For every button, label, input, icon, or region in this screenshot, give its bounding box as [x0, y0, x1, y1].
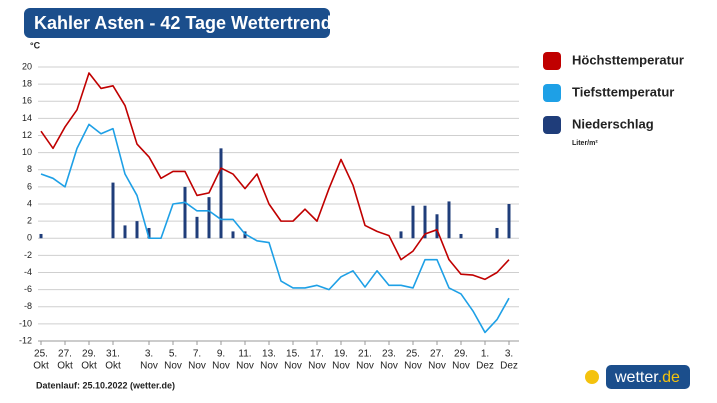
legend-label: Niederschlag — [572, 116, 654, 131]
x-tick-month: Dez — [476, 361, 494, 372]
x-tick-month: Okt — [33, 361, 49, 372]
x-tick-month: Nov — [212, 361, 230, 372]
precip-bar — [147, 227, 151, 239]
chart-title: Kahler Asten - 42 Tage Wettertrend — [34, 13, 332, 33]
precip-bar — [207, 197, 211, 239]
y-tick-label: -4 — [24, 267, 32, 277]
x-tick-month: Nov — [188, 361, 206, 372]
precip-bar — [111, 182, 115, 239]
precip-bar — [231, 231, 235, 239]
x-tick-label: 1. — [481, 349, 489, 360]
x-tick-month: Nov — [356, 361, 374, 372]
x-tick-month: Okt — [81, 361, 97, 372]
y-tick-label: 18 — [22, 79, 32, 89]
x-tick-month: Nov — [308, 361, 326, 372]
legend-label: Tiefsttemperatur — [572, 84, 674, 99]
y-tick-label: 12 — [22, 130, 32, 140]
x-tick-label: 25. — [406, 349, 420, 360]
y-tick-label: 20 — [22, 61, 32, 71]
legend-swatch — [543, 52, 561, 70]
legend-label: Höchsttemperatur — [572, 52, 684, 67]
x-tick-month: Nov — [140, 361, 158, 372]
y-tick-label: -8 — [24, 301, 32, 311]
x-tick-month: Nov — [404, 361, 422, 372]
logo-name: wetter.de — [614, 369, 680, 386]
y-tick-label: -2 — [24, 250, 32, 260]
x-tick-month: Okt — [57, 361, 73, 372]
logo-box — [606, 365, 690, 389]
precip-bar — [39, 233, 43, 239]
precip-bar — [435, 214, 439, 239]
y-tick-label: 2 — [27, 216, 32, 226]
y-tick-label: 6 — [27, 181, 32, 191]
precip-bar — [195, 216, 199, 239]
x-tick-month: Nov — [452, 361, 470, 372]
x-tick-label: 31. — [106, 349, 120, 360]
x-tick-month: Dez — [500, 361, 518, 372]
temperature-line — [40, 123, 510, 334]
precip-bar — [507, 204, 511, 239]
y-tick-label: 8 — [27, 164, 32, 174]
precip-bar — [123, 225, 127, 239]
precip-bar — [423, 205, 427, 239]
y-tick-label: 14 — [22, 113, 32, 123]
title-box — [24, 8, 330, 38]
x-tick-label: 23. — [382, 349, 396, 360]
x-tick-month: Nov — [236, 361, 254, 372]
x-tick-month: Nov — [164, 361, 182, 372]
legend-swatch — [543, 116, 561, 134]
x-tick-month: Nov — [284, 361, 302, 372]
y-tick-label: 10 — [22, 147, 32, 157]
temperature-line — [40, 72, 510, 281]
logo: wetter.de — [585, 365, 690, 389]
x-tick-label: 11. — [238, 349, 251, 360]
precip-bar — [459, 233, 463, 239]
legend-unit: Liter/m² — [572, 140, 598, 147]
x-tick-month: Nov — [428, 361, 446, 372]
y-tick-label: -10 — [19, 318, 32, 328]
precip-bar — [183, 186, 187, 239]
y-tick-label: -12 — [19, 335, 32, 345]
x-tick-label: 3. — [145, 349, 153, 360]
y-tick-label: 0 — [27, 233, 32, 243]
y-tick-label: -6 — [24, 284, 32, 294]
x-tick-month: Nov — [380, 361, 398, 372]
x-tick-label: 7. — [193, 349, 201, 360]
logo-name-text: wetter — [614, 369, 659, 386]
x-tick-label: 9. — [217, 349, 225, 360]
precip-bar — [495, 227, 499, 239]
y-tick-label: 16 — [22, 96, 32, 106]
y-unit: °C — [30, 40, 41, 50]
x-tick-month: Nov — [332, 361, 350, 372]
logo-tld: .de — [658, 369, 680, 386]
precip-bar — [411, 205, 415, 239]
footer: Datenlauf: 25.10.2022 (wetter.de) — [36, 380, 175, 390]
x-tick-label: 29. — [82, 349, 96, 360]
x-tick-month: Nov — [260, 361, 278, 372]
precip-bar — [447, 201, 451, 239]
y-tick-label: 4 — [27, 198, 32, 208]
precip-bar — [135, 221, 139, 239]
logo-sun — [585, 370, 599, 384]
x-tick-label: 17. — [310, 349, 324, 360]
x-tick-label: 3. — [505, 349, 513, 360]
x-tick-month: Okt — [105, 361, 121, 372]
x-tick-label: 27. — [430, 349, 444, 360]
x-tick-label: 29. — [454, 349, 468, 360]
x-tick-label: 15. — [286, 349, 300, 360]
x-tick-label: 27. — [58, 349, 72, 360]
precip-bar — [219, 148, 223, 239]
legend-swatch — [543, 84, 561, 102]
x-tick-label: 13. — [262, 349, 276, 360]
x-tick-label: 25. — [34, 349, 48, 360]
x-tick-label: 19. — [334, 349, 348, 360]
x-tick-label: 21. — [358, 349, 372, 360]
x-tick-label: 5. — [169, 349, 177, 360]
precip-bar — [399, 231, 403, 239]
